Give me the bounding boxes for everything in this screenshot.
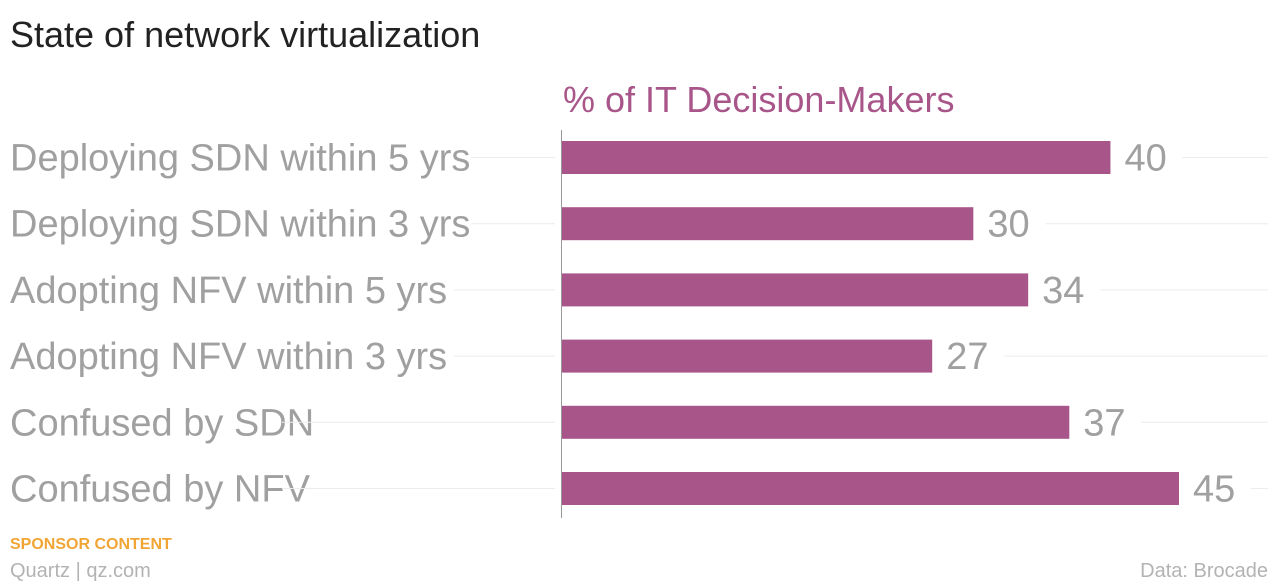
category-label: Adopting NFV within 5 yrs xyxy=(10,270,447,312)
value-label: 45 xyxy=(1193,469,1235,511)
value-label: 30 xyxy=(987,204,1029,246)
bar xyxy=(562,339,933,373)
publisher-credit: Quartz | qz.com xyxy=(10,560,151,582)
series-label: % of IT Decision-Makers xyxy=(563,79,954,120)
value-label: 34 xyxy=(1042,270,1084,312)
category-label: Confused by SDN xyxy=(10,402,314,444)
value-label: 37 xyxy=(1083,402,1125,444)
bar xyxy=(562,273,1029,307)
sponsor-content-label: SPONSOR CONTENT xyxy=(10,536,172,553)
bar xyxy=(562,472,1179,505)
value-label: 40 xyxy=(1124,138,1166,180)
category-label: Adopting NFV within 3 yrs xyxy=(10,336,447,378)
bar xyxy=(562,207,974,241)
value-label: 27 xyxy=(946,336,988,378)
category-label: Confused by NFV xyxy=(10,469,311,511)
chart-title: State of network virtualization xyxy=(10,14,481,55)
bar xyxy=(562,141,1111,174)
category-label: Deploying SDN within 5 yrs xyxy=(10,138,470,180)
bar xyxy=(562,405,1070,439)
bars-group: Deploying SDN within 5 yrs 40 Deploying SD… xyxy=(10,138,1268,511)
data-source: Data: Brocade xyxy=(1140,560,1268,582)
category-label: Deploying SDN within 3 yrs xyxy=(10,204,470,246)
